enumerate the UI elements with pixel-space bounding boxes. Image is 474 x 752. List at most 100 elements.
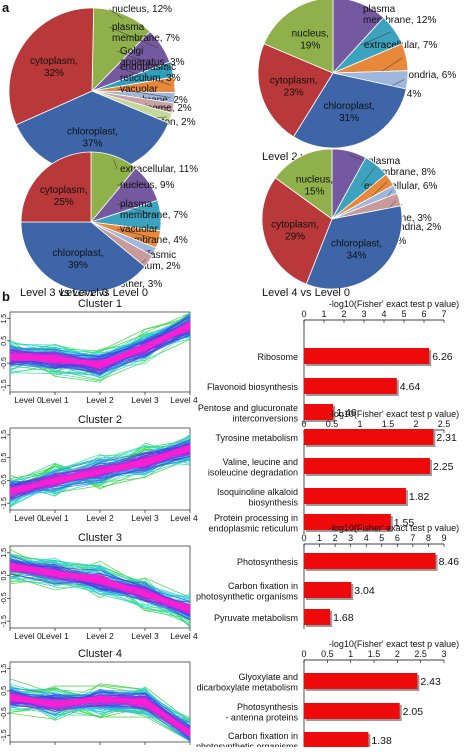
- pie-title-4: Level 4 vs Level 0: [262, 287, 350, 299]
- bar-xtick-label: 3: [348, 533, 353, 543]
- bar-xtick-label: 0: [301, 649, 306, 659]
- cluster-ytick-label: -0.5: [1, 707, 8, 719]
- cluster-ytick-label: -0.5: [1, 474, 8, 486]
- bar-xtick-label: 0: [301, 419, 306, 429]
- bar-chart-title: -log10(Fisher' exact test p value): [329, 639, 459, 649]
- bar-1: [304, 673, 417, 689]
- bar-category-label: dicarboxylate metabolism: [196, 682, 298, 692]
- bar-value-label: 2.25: [433, 461, 454, 473]
- cluster-xtick-label: Level 1: [41, 395, 69, 405]
- bar-xtick-label: 1: [321, 309, 326, 319]
- bar-category-label: Isoquinoline alkaloid: [217, 487, 298, 497]
- cluster-ytick-label: -1.5: [1, 729, 8, 741]
- cluster-title: Cluster 4: [78, 648, 122, 660]
- cluster-xtick-label: Level 0: [14, 631, 42, 641]
- cluster-title: Cluster 1: [78, 298, 122, 310]
- bar-1: [304, 429, 433, 445]
- cluster-xtick-label: Level 0: [14, 513, 42, 523]
- cluster-ytick-label: 0.5: [1, 571, 8, 581]
- pie-label-chloroplast: chloroplast,: [67, 127, 118, 138]
- pie-label-cytoplasm-value: 32%: [44, 68, 64, 79]
- bar-value-label: 3.04: [354, 585, 375, 597]
- cluster-xtick-label: Level 2: [86, 631, 114, 641]
- bar-xtick-label: 2.5: [414, 649, 427, 659]
- bar-category-label: Protein processing in: [214, 513, 298, 523]
- cluster-ytick-label: 1.5: [1, 430, 8, 440]
- pie-label-golgi: Golgi: [120, 46, 143, 57]
- bar-xtick-label: 1: [357, 419, 362, 429]
- bar-category-label: Ribosome: [257, 352, 298, 362]
- pie-label-chloroplast: chloroplast,: [331, 239, 382, 250]
- bar-category-label: Glyoxylate and: [238, 672, 298, 682]
- cluster-xtick-label: Level 4: [170, 631, 198, 641]
- pie-label-cytoplasm: cytoplasm,: [30, 56, 78, 67]
- bar-xtick-label: 1: [348, 649, 353, 659]
- pie-label-nucleus: nucleus, 9%: [120, 180, 175, 191]
- bar-value-label: 2.05: [403, 706, 424, 718]
- cluster-xtick-label: Level 4: [170, 395, 198, 405]
- cluster-ytick-label: 1.5: [1, 548, 8, 558]
- pie-label-chloroplast-value: 39%: [68, 260, 88, 271]
- bar-xtick-label: 7: [441, 309, 446, 319]
- cluster-ytick-label: 1.5: [1, 314, 8, 324]
- cluster-plot-2: Cluster 21.50.5-0.5-1.5Expression change…: [0, 414, 198, 523]
- pie-label-plasma: plasma: [363, 4, 396, 15]
- cluster-xtick-label: Level 2: [86, 513, 114, 523]
- bar-1: [304, 553, 436, 569]
- bar-category-label: Carbon fixation in: [228, 731, 298, 741]
- bar-xtick-label: 2: [333, 533, 338, 543]
- bar-1: [304, 348, 429, 364]
- bar-xtick-label: 2: [395, 649, 400, 659]
- pie-label-plasma: plasma: [120, 199, 153, 210]
- pie-label-nucleus-value: 15%: [305, 187, 325, 198]
- pie-label-chloroplast-value: 37%: [83, 139, 103, 150]
- cluster-title: Cluster 3: [78, 532, 122, 544]
- bar-2: [304, 458, 430, 474]
- pie-label-nucleus: nucleus,: [292, 29, 329, 40]
- cluster-ytick-label: -1.5: [1, 615, 8, 627]
- pie-label-nucleus-value: 19%: [300, 41, 320, 52]
- bar-2: [304, 378, 397, 394]
- bar-category-label: interconversions: [232, 413, 298, 423]
- panel-label-a: a: [2, 0, 10, 15]
- bar-chart-title: -log10(Fisher' exact test p value): [329, 409, 459, 419]
- bar-xtick-label: 9: [441, 533, 446, 543]
- bar-category-label: Valine, leucine and: [223, 457, 298, 467]
- bar-value-label: 1.68: [333, 612, 354, 624]
- bar-xtick-label: 0.5: [321, 649, 334, 659]
- pie-label-er: endoplasmic: [120, 62, 176, 73]
- cluster-ytick-label: -1.5: [1, 497, 8, 509]
- bar-category-label: Photosynthesis: [237, 702, 299, 712]
- bar-3: [304, 609, 330, 625]
- panel-label-b: b: [2, 289, 10, 304]
- cluster-xtick-label: Level 3: [131, 395, 159, 405]
- pie-label-plasma-value: membrane, 7%: [120, 210, 188, 221]
- bar-3: [304, 488, 406, 504]
- bar-category-label: Tyrosine metabolism: [215, 433, 298, 443]
- bar-category-label: isoleucine degradation: [208, 467, 298, 477]
- bar-category-label: Photosynthesis: [237, 557, 299, 567]
- bar-category-label: biosynthesis: [248, 497, 298, 507]
- pie-label-nucleus: nucleus, 12%: [112, 4, 172, 15]
- cluster-xtick-label: Level 4: [170, 513, 198, 523]
- bar-xtick-label: 2: [341, 309, 346, 319]
- bar-chart-title: -log10(Fisher' exact test p value): [329, 299, 459, 309]
- bar-xtick-label: 0: [301, 533, 306, 543]
- cluster-ytick-label: 1.5: [1, 664, 8, 674]
- bar-chart-title: -log10(Fisher' exact test p value): [329, 523, 459, 533]
- pie-label-nucleus: nucleus,: [296, 175, 333, 186]
- bar-category-label: endoplasmic reticulum: [208, 523, 298, 533]
- pie-chart-3: extracellular, 11%nucleus, 9%plasmamembr…: [20, 152, 198, 299]
- cluster-xtick-label: Level 2: [86, 395, 114, 405]
- bar-xtick-label: 6: [421, 309, 426, 319]
- bar-xtick-label: 3: [361, 309, 366, 319]
- bar-category-label: Flavonoid biosynthesis: [207, 382, 299, 392]
- cluster-plots: Cluster 11.50.5-0.5-1.5Expression change…: [0, 298, 198, 747]
- pie-label-chloroplast-value: 34%: [347, 251, 367, 262]
